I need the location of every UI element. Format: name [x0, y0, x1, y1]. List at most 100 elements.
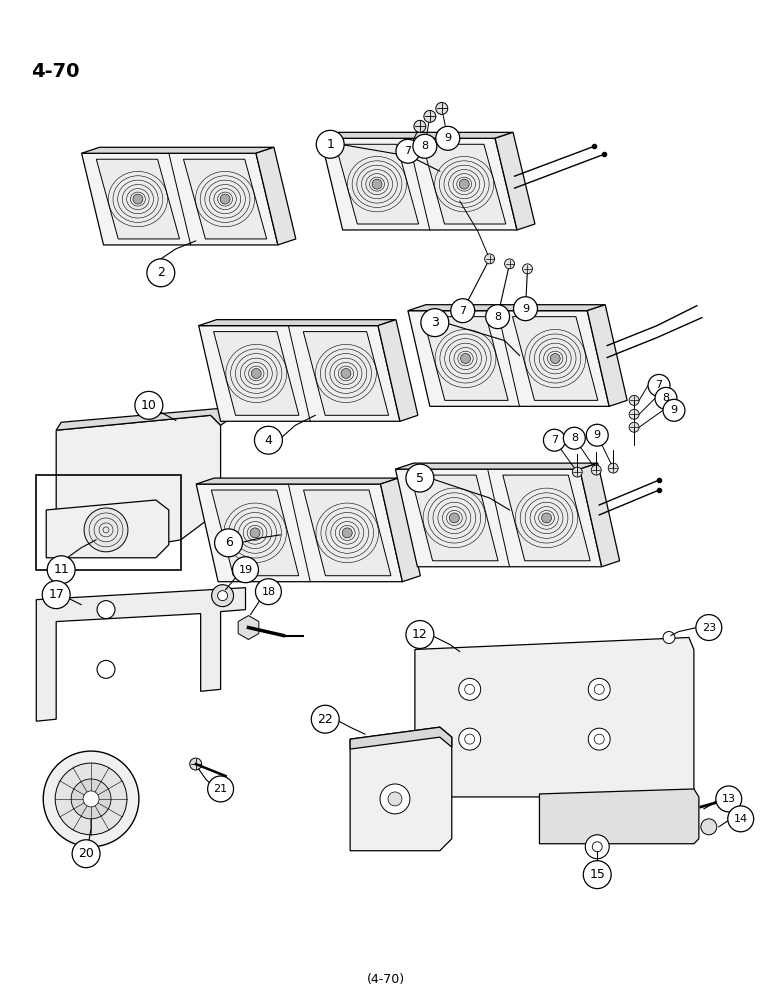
Circle shape — [459, 728, 481, 750]
Circle shape — [372, 179, 382, 189]
Text: 7: 7 — [655, 380, 662, 390]
Circle shape — [608, 463, 618, 473]
Text: 7: 7 — [459, 306, 466, 316]
Text: 9: 9 — [670, 405, 678, 415]
Polygon shape — [82, 147, 274, 153]
Circle shape — [342, 528, 352, 538]
Polygon shape — [495, 132, 535, 230]
Circle shape — [135, 391, 163, 419]
Circle shape — [588, 728, 610, 750]
Circle shape — [97, 660, 115, 678]
Circle shape — [406, 621, 434, 648]
Circle shape — [250, 528, 260, 538]
Circle shape — [208, 776, 234, 802]
Polygon shape — [46, 500, 169, 558]
Text: (4-70): (4-70) — [367, 973, 405, 986]
Circle shape — [396, 139, 420, 163]
Circle shape — [147, 259, 174, 287]
Circle shape — [451, 299, 475, 323]
Circle shape — [414, 120, 426, 132]
Text: 9: 9 — [522, 304, 529, 314]
Polygon shape — [423, 317, 508, 400]
Text: 20: 20 — [78, 847, 94, 860]
Polygon shape — [238, 616, 259, 639]
Circle shape — [523, 264, 533, 274]
Text: 13: 13 — [722, 794, 736, 804]
Text: 23: 23 — [702, 623, 716, 633]
Circle shape — [465, 734, 475, 744]
Polygon shape — [303, 332, 388, 415]
Circle shape — [71, 779, 111, 819]
Text: 11: 11 — [53, 563, 69, 576]
Circle shape — [663, 399, 685, 421]
Circle shape — [655, 387, 677, 409]
Circle shape — [513, 297, 537, 321]
Circle shape — [591, 465, 601, 475]
Polygon shape — [503, 475, 591, 561]
Circle shape — [629, 422, 639, 432]
Circle shape — [585, 835, 609, 859]
Polygon shape — [212, 490, 299, 576]
Circle shape — [629, 409, 639, 419]
Circle shape — [586, 424, 608, 446]
Text: 7: 7 — [405, 146, 411, 156]
Circle shape — [716, 786, 742, 812]
Circle shape — [97, 601, 115, 619]
Circle shape — [317, 130, 344, 158]
Circle shape — [341, 368, 351, 378]
Polygon shape — [196, 484, 402, 582]
Polygon shape — [184, 159, 266, 239]
Text: 21: 21 — [214, 784, 228, 794]
Text: 8: 8 — [422, 141, 428, 151]
Circle shape — [42, 581, 70, 609]
Polygon shape — [335, 144, 418, 224]
Circle shape — [465, 684, 475, 694]
Text: 4: 4 — [265, 434, 273, 447]
Polygon shape — [411, 475, 498, 561]
Circle shape — [543, 429, 565, 451]
Text: 8: 8 — [571, 433, 578, 443]
Circle shape — [461, 354, 470, 363]
Circle shape — [588, 678, 610, 700]
Circle shape — [413, 134, 437, 158]
Circle shape — [220, 194, 230, 204]
Polygon shape — [513, 317, 598, 400]
Circle shape — [541, 513, 551, 523]
Text: 8: 8 — [494, 312, 501, 322]
Polygon shape — [540, 789, 699, 844]
Polygon shape — [408, 311, 609, 406]
Polygon shape — [587, 305, 627, 406]
Text: 2: 2 — [157, 266, 164, 279]
Circle shape — [436, 102, 448, 114]
Text: 14: 14 — [733, 814, 748, 824]
Polygon shape — [36, 588, 245, 721]
Circle shape — [72, 840, 100, 868]
Text: 19: 19 — [239, 565, 252, 575]
Polygon shape — [320, 132, 513, 138]
Circle shape — [84, 508, 128, 552]
Circle shape — [83, 791, 99, 807]
Polygon shape — [350, 727, 452, 851]
Polygon shape — [580, 463, 620, 567]
Circle shape — [701, 819, 717, 835]
Polygon shape — [56, 415, 221, 555]
Bar — [36, 475, 181, 570]
Circle shape — [629, 395, 639, 405]
Circle shape — [256, 579, 281, 605]
Circle shape — [311, 705, 339, 733]
Polygon shape — [378, 320, 418, 421]
Polygon shape — [198, 320, 396, 326]
Polygon shape — [303, 490, 391, 576]
Text: 15: 15 — [589, 868, 605, 881]
Text: 18: 18 — [262, 587, 276, 597]
Circle shape — [133, 194, 143, 204]
Circle shape — [648, 374, 670, 396]
Polygon shape — [82, 153, 278, 245]
Text: 17: 17 — [49, 588, 64, 601]
Circle shape — [459, 678, 481, 700]
Circle shape — [594, 734, 604, 744]
Circle shape — [190, 758, 201, 770]
Circle shape — [449, 513, 459, 523]
Circle shape — [584, 861, 611, 889]
Polygon shape — [350, 727, 452, 749]
